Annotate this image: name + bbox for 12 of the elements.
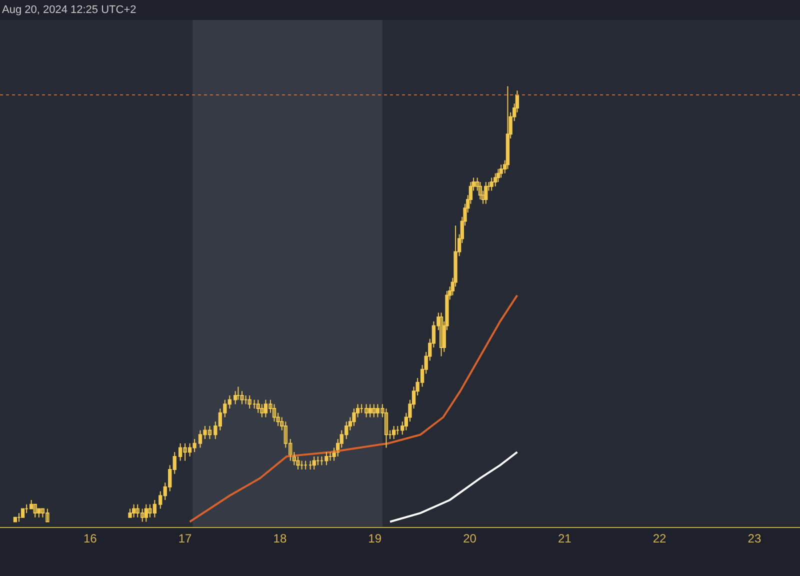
x-tick-label: 21 [558, 531, 572, 546]
x-tick-label: 16 [83, 531, 98, 546]
candlestick [13, 516, 18, 522]
candlestick [128, 508, 132, 518]
x-tick-label: 23 [748, 531, 762, 546]
x-tick-label: 22 [652, 531, 667, 546]
candlestick [20, 508, 25, 518]
x-tick-label: 17 [178, 531, 192, 546]
x-tick-label: 19 [368, 531, 382, 546]
x-tick-label: 18 [273, 531, 287, 546]
x-tick-label: 20 [463, 531, 477, 546]
text: Aug 20, 2024 12:25 UTC+2 [2, 4, 136, 16]
